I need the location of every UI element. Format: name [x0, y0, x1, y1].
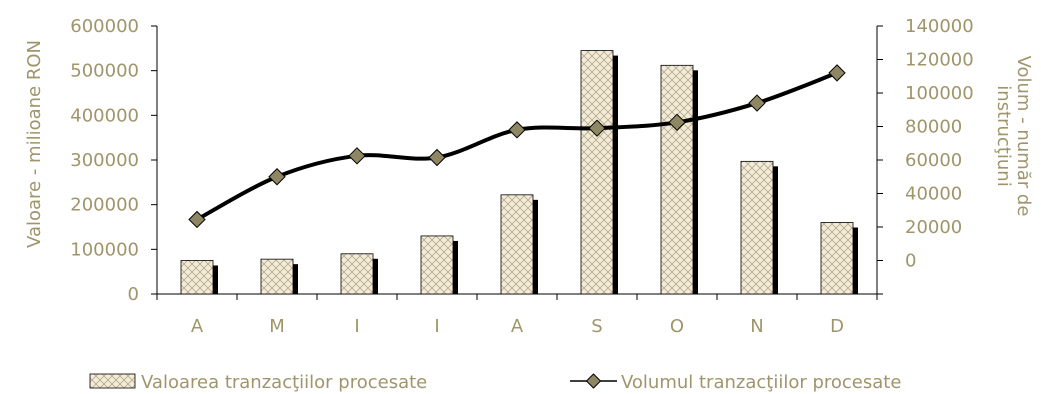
x-tick-label: I — [354, 316, 359, 337]
x-tick-label: S — [591, 316, 602, 337]
right-axis-title: Volum - număr deinstrucţiuni — [993, 56, 1034, 217]
volume-marker — [508, 121, 526, 139]
left-tick-label: 300000 — [70, 150, 139, 171]
x-tick-label: D — [830, 316, 844, 337]
volume-marker — [268, 168, 286, 186]
bar — [420, 235, 454, 295]
volume-marker — [348, 147, 366, 165]
legend-bar-swatch — [89, 373, 136, 389]
bar — [260, 258, 294, 295]
legend-bar-label: Valoarea tranzacţiilor procesate — [141, 372, 427, 393]
bar — [660, 64, 694, 295]
left-tick-label: 600000 — [70, 16, 139, 37]
x-tick-label: O — [670, 316, 684, 337]
bar — [820, 222, 854, 295]
right-tick-label: 140000 — [905, 16, 974, 37]
bars — [180, 50, 858, 295]
right-tick-label: 120000 — [905, 50, 974, 71]
legend-marker-swatch — [585, 373, 602, 389]
left-tick-label: 500000 — [70, 61, 139, 82]
bar — [340, 253, 374, 295]
legend: Valoarea tranzacţiilor procesate Volumul … — [89, 372, 901, 393]
left-tick-label: 400000 — [70, 105, 139, 126]
volume-marker — [748, 94, 766, 112]
labels: 0 100000 200000 300000 400000 500000 600000 0 20… — [24, 16, 1034, 337]
volume-marker — [668, 113, 686, 132]
bar — [740, 160, 774, 295]
right-tick-label: 20000 — [905, 217, 962, 238]
x-tick-label: A — [511, 316, 524, 337]
line-series — [188, 64, 846, 229]
x-tick-label: M — [269, 316, 285, 337]
right-tick-label: 60000 — [905, 150, 962, 171]
right-tick-label: 80000 — [905, 117, 962, 138]
bar — [500, 194, 534, 295]
left-axis-title: Valoare - milioane RON — [24, 40, 45, 248]
right-tick-label: 40000 — [905, 184, 962, 205]
left-tick-label: 200000 — [70, 195, 139, 216]
x-tick-label: A — [191, 316, 204, 337]
left-tick-label: 100000 — [70, 239, 139, 260]
x-tick-label: I — [434, 316, 439, 337]
bar — [580, 50, 614, 295]
x-tick-label: N — [750, 316, 763, 337]
bar — [180, 260, 214, 295]
volume-marker — [828, 64, 846, 82]
volume-marker — [188, 210, 206, 229]
legend-line-label: Volumul tranzacţiilor procesate — [621, 372, 901, 393]
volume-marker — [588, 119, 606, 137]
right-tick-label: 100000 — [905, 83, 974, 104]
left-tick-label: 0 — [128, 284, 139, 305]
volume-marker — [428, 148, 446, 167]
right-tick-label: 0 — [905, 251, 916, 272]
